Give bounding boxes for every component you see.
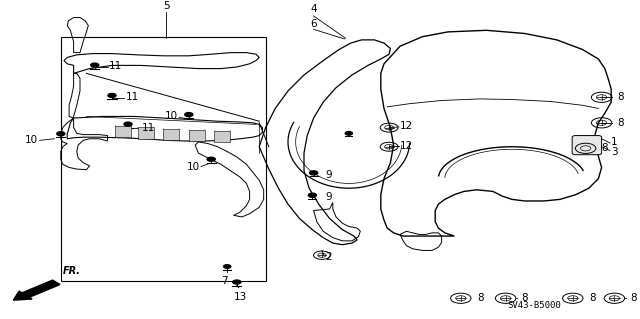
Text: 7: 7 [221,276,227,286]
Text: 13: 13 [234,292,246,302]
Text: 9: 9 [325,192,332,202]
Circle shape [124,122,132,126]
Text: 10: 10 [164,111,178,122]
Text: FR.: FR. [63,266,81,276]
Text: 12: 12 [400,141,413,151]
Text: 8: 8 [589,293,595,303]
Bar [189,130,205,141]
Bar [214,131,230,142]
Text: 4: 4 [310,4,317,14]
Text: 11: 11 [125,92,139,102]
Text: 8: 8 [617,92,623,102]
Text: 8: 8 [522,293,528,303]
Text: 11: 11 [109,61,122,71]
Circle shape [185,113,193,117]
Text: 5: 5 [163,1,170,11]
Text: 3: 3 [611,146,618,157]
Text: 1: 1 [611,137,618,147]
Bar [61,37,266,281]
FancyBboxPatch shape [572,136,602,155]
Bar [115,126,131,137]
Text: 8: 8 [477,293,483,303]
Circle shape [57,132,65,136]
Circle shape [91,63,99,67]
Text: 11: 11 [142,122,156,133]
Circle shape [345,131,353,135]
Circle shape [308,193,316,197]
Circle shape [223,265,231,268]
Circle shape [233,280,241,284]
Text: 10: 10 [25,135,38,145]
Text: SV43-B5000: SV43-B5000 [508,301,561,310]
Circle shape [310,171,317,175]
Text: 6: 6 [310,19,317,29]
Text: 2: 2 [325,252,332,262]
Bar [163,129,179,140]
Text: 8: 8 [601,143,607,153]
Text: 9: 9 [325,170,332,180]
Text: 8: 8 [617,118,623,128]
Circle shape [108,93,116,98]
Bar [138,127,154,139]
Circle shape [207,157,215,161]
Text: 8: 8 [630,293,637,303]
FancyArrow shape [13,280,60,300]
Text: 12: 12 [400,121,413,131]
Text: 10: 10 [186,162,200,173]
